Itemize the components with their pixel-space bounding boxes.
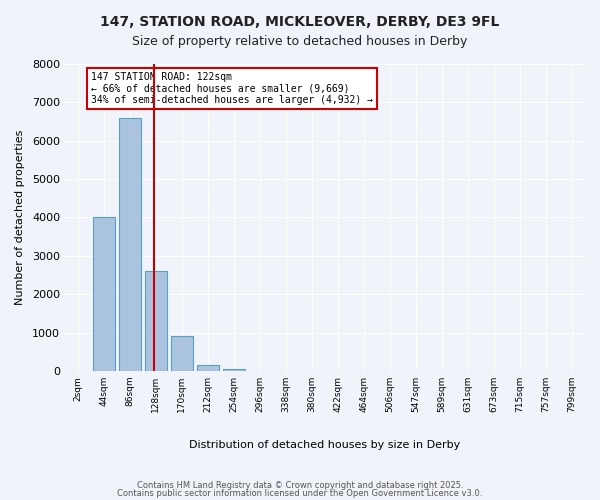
X-axis label: Distribution of detached houses by size in Derby: Distribution of detached houses by size …	[190, 440, 461, 450]
Y-axis label: Number of detached properties: Number of detached properties	[15, 130, 25, 305]
Text: Size of property relative to detached houses in Derby: Size of property relative to detached ho…	[133, 35, 467, 48]
Text: Contains public sector information licensed under the Open Government Licence v3: Contains public sector information licen…	[118, 488, 482, 498]
Text: Contains HM Land Registry data © Crown copyright and database right 2025.: Contains HM Land Registry data © Crown c…	[137, 481, 463, 490]
Bar	[171, 336, 193, 371]
Bar	[197, 365, 219, 371]
Bar	[93, 218, 115, 371]
Text: 147, STATION ROAD, MICKLEOVER, DERBY, DE3 9FL: 147, STATION ROAD, MICKLEOVER, DERBY, DE…	[100, 15, 500, 29]
Bar	[223, 369, 245, 371]
Bar	[119, 118, 141, 371]
Text: 147 STATION ROAD: 122sqm
← 66% of detached houses are smaller (9,669)
34% of sem: 147 STATION ROAD: 122sqm ← 66% of detach…	[91, 72, 373, 105]
Bar	[145, 271, 167, 371]
